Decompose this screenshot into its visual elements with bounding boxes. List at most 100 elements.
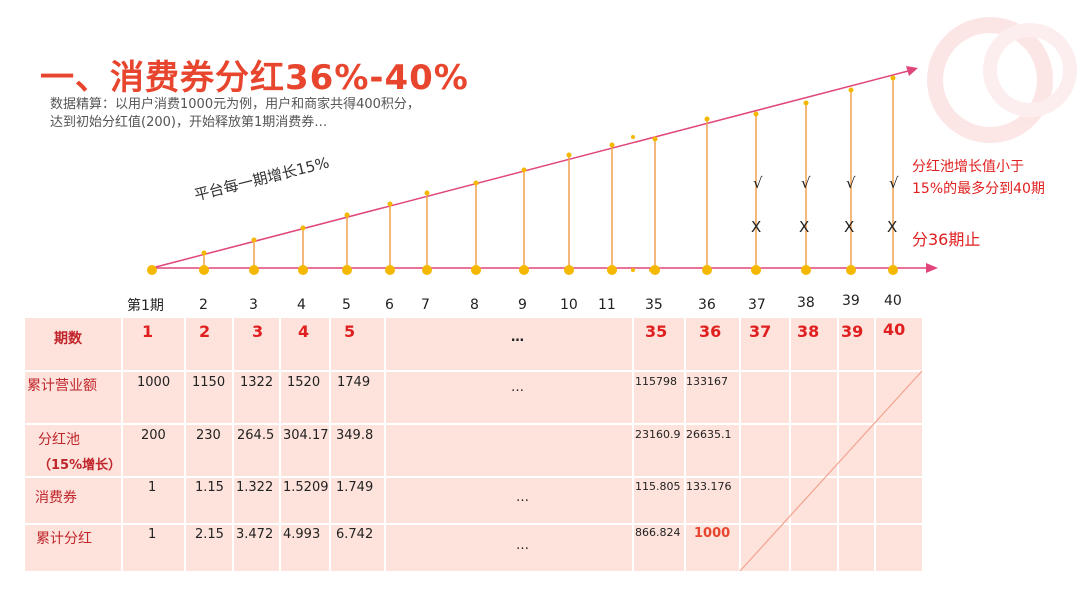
period-dot xyxy=(846,265,856,275)
table-cell-highlight: 1000 xyxy=(694,526,731,541)
stem-top-dot xyxy=(251,237,257,243)
table-cell: 37 xyxy=(749,322,772,341)
stem-top-dot xyxy=(344,212,350,218)
stem-top-dot xyxy=(753,111,759,117)
period-label: 39 xyxy=(842,293,860,309)
decorative-rings xyxy=(927,17,1077,143)
period-label: 37 xyxy=(748,297,766,313)
period-label: 3 xyxy=(249,297,258,313)
period-dot xyxy=(650,265,660,275)
stem-top-dot xyxy=(704,116,710,122)
table-cell: 23160.9 xyxy=(635,428,681,441)
annotation-limit-line2: 15%的最多分到40期 xyxy=(912,181,1045,197)
table-cell: 5 xyxy=(344,322,356,341)
row-label-cum-dividend: 累计分红 xyxy=(36,531,92,547)
table-cell: 38 xyxy=(797,322,820,341)
table-cell: 349.8 xyxy=(336,428,374,443)
period-label: 5 xyxy=(342,297,351,313)
check-icon: √ xyxy=(889,174,899,192)
period-dot xyxy=(888,265,898,275)
table-cell: 1322 xyxy=(240,375,274,390)
table-cell: 133.176 xyxy=(686,480,732,493)
period-label: 11 xyxy=(598,297,616,313)
growth-lines xyxy=(151,66,938,273)
period-dot xyxy=(147,265,157,275)
table-ellipsis: … xyxy=(511,380,524,395)
stem-top-dot xyxy=(609,142,615,148)
table-cell: 26635.1 xyxy=(686,428,732,441)
period-dot xyxy=(342,265,352,275)
row-label-pool: 分红池 xyxy=(38,432,80,448)
table-cell: 1520 xyxy=(287,375,321,390)
stem-top-dot xyxy=(473,180,479,186)
ellipsis-dot xyxy=(631,268,635,272)
period-dot xyxy=(702,265,712,275)
period-stems xyxy=(147,75,898,275)
table-ellipsis: … xyxy=(516,490,529,505)
period-dot xyxy=(607,265,617,275)
period-dot xyxy=(519,265,529,275)
period-label: 36 xyxy=(698,297,716,313)
period-label: 2 xyxy=(199,297,208,313)
period-dot xyxy=(385,265,395,275)
table-cell: 2 xyxy=(199,322,211,341)
period-label: 9 xyxy=(518,297,527,313)
period-dot xyxy=(422,265,432,275)
cross-icon: X xyxy=(887,218,898,236)
table-cell: 4.993 xyxy=(283,527,321,542)
row-label-periods: 期数 xyxy=(54,331,82,347)
subtitle-text: 数据精算：以用户消费1000元为例，用户和商家共得400积分，达到初始分红值(2… xyxy=(50,97,420,130)
table-background xyxy=(25,318,923,572)
annotation-limit-line1: 分红池增长值小于 xyxy=(912,159,1024,175)
table-cell: 1.15 xyxy=(195,480,224,495)
period-dot xyxy=(801,265,811,275)
table-cell: 1.5209 xyxy=(283,480,329,495)
table-cell: 866.824 xyxy=(635,526,681,539)
stem-top-dot xyxy=(387,201,393,207)
cross-icon: X xyxy=(751,218,762,236)
table-cell: 36 xyxy=(699,322,722,341)
period-dot xyxy=(471,265,481,275)
table-cell: 264.5 xyxy=(237,428,275,443)
annotation-stop: 分36期止 xyxy=(912,230,981,249)
table-cell: 115.805 xyxy=(635,480,681,493)
period-label: 10 xyxy=(560,297,578,313)
table-cell: 115798 xyxy=(635,375,677,388)
table-cell: 3.472 xyxy=(236,527,274,542)
table-cell: 304.17 xyxy=(283,428,329,443)
stem-top-dot xyxy=(300,225,306,231)
stem-top-dot xyxy=(424,190,430,196)
stem-top-dot xyxy=(652,136,658,142)
ellipsis-dot xyxy=(649,268,653,272)
check-icon: √ xyxy=(846,174,856,192)
table-cell: 35 xyxy=(645,322,668,341)
table-cell: 4 xyxy=(298,322,310,341)
table-ellipsis: … xyxy=(516,538,529,553)
check-icon: √ xyxy=(801,174,811,192)
table-cell: 1.322 xyxy=(236,480,274,495)
table-cell: 1749 xyxy=(337,375,371,390)
table-cell: 1150 xyxy=(192,375,226,390)
ellipsis-dot xyxy=(631,135,635,139)
table-cell: 6.742 xyxy=(336,527,374,542)
stem-top-dot xyxy=(890,75,896,81)
period-label: 6 xyxy=(385,297,394,313)
table-cell: 2.15 xyxy=(195,527,224,542)
table-cell: 3 xyxy=(252,322,264,341)
table-cell: 1 xyxy=(148,480,157,495)
table-cell: 1.749 xyxy=(336,480,374,495)
period-label: 7 xyxy=(421,297,430,313)
period-label: 第1期 xyxy=(127,298,164,314)
period-dot xyxy=(564,265,574,275)
stem-top-dot xyxy=(201,250,207,256)
check-icon: √ xyxy=(753,174,763,192)
period-label: 40 xyxy=(884,293,902,309)
table-cell: 1 xyxy=(142,322,154,341)
table-cell: 40 xyxy=(883,320,906,339)
period-dot xyxy=(751,265,761,275)
stem-top-dot xyxy=(848,87,854,93)
row-label-revenue: 累计营业额 xyxy=(27,378,97,394)
stem-top-dot xyxy=(566,152,572,158)
period-label: 4 xyxy=(297,297,306,313)
